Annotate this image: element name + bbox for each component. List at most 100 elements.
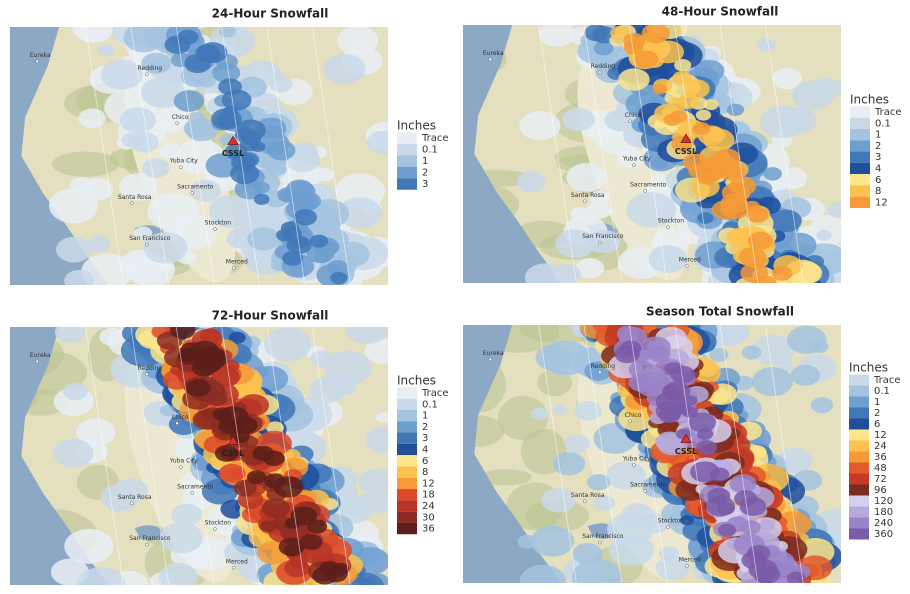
snow-blob: [651, 172, 666, 183]
legend-swatch: [849, 396, 869, 408]
legend-label: 3: [875, 152, 881, 163]
snow-blob: [751, 334, 795, 366]
city-label: Merced: [226, 258, 248, 265]
city-label: Eureka: [30, 352, 51, 359]
snow-blob: [63, 382, 88, 401]
snow-blob: [330, 271, 348, 285]
snow-blob: [140, 76, 185, 108]
legend-label: 4: [875, 164, 881, 175]
snow-blob: [218, 463, 246, 483]
snow-blob: [728, 176, 757, 196]
city-dot: [129, 501, 134, 506]
city-dot: [145, 372, 149, 377]
snow-blob: [276, 228, 294, 242]
snow-blob: [147, 193, 199, 230]
snow-blob: [747, 545, 771, 562]
legend-label: Trace: [421, 133, 449, 144]
cssl-label: CSSL: [675, 447, 697, 456]
legend-label: 1: [422, 156, 428, 167]
snow-blob: [158, 562, 199, 585]
snow-blob: [623, 32, 646, 49]
city-dot: [643, 189, 647, 193]
city-label: Merced: [679, 256, 701, 263]
city-dot: [666, 225, 670, 229]
snow-blob: [726, 103, 745, 116]
legend-swatch: [397, 455, 417, 467]
snow-blob: [753, 275, 777, 283]
legend-swatch: [850, 140, 870, 152]
legend-title: Inches: [397, 374, 436, 388]
city-dot: [145, 542, 149, 547]
snow-blob: [267, 140, 296, 161]
city-label: Yuba City: [622, 456, 651, 463]
legend-swatch: [849, 374, 869, 386]
snow-blob: [344, 327, 388, 344]
legend-label: 30: [422, 512, 435, 523]
snow-blob: [113, 478, 149, 504]
ocean: [463, 325, 562, 583]
snow-blob: [572, 558, 622, 583]
legend-swatch: [397, 522, 417, 535]
city-dot: [232, 266, 236, 270]
terrain: [497, 395, 548, 441]
cssl-marker: [227, 435, 239, 445]
legend-label: 12: [875, 197, 888, 208]
snow-blob: [80, 177, 113, 201]
snow-blob: [816, 229, 832, 241]
snow-blob: [250, 141, 266, 152]
snow-blob: [718, 162, 745, 181]
legend-swatch: [849, 528, 869, 540]
snow-blob: [323, 53, 366, 85]
terrain: [52, 151, 119, 177]
city-dot: [632, 463, 636, 467]
legend-swatch: [850, 117, 870, 129]
legend-label: 0.1: [875, 118, 891, 129]
snow-blob: [191, 359, 217, 377]
snow-blob: [738, 246, 767, 267]
snow-blob: [786, 571, 806, 583]
legend-label: 3: [422, 433, 428, 444]
snow-blob: [290, 506, 318, 526]
legend-swatch: [850, 106, 870, 118]
snow-blob: [790, 364, 821, 386]
legend-label: 0.1: [422, 399, 438, 410]
legend-label: 1: [422, 411, 428, 422]
legend-label: 120: [874, 496, 893, 507]
legend-label: 36: [874, 452, 887, 463]
legend-swatch: [397, 143, 417, 156]
snow-blob: [226, 228, 256, 249]
legend-label: 2: [422, 422, 428, 433]
ocean: [463, 25, 562, 283]
snow-blob: [541, 488, 576, 513]
snow-blob: [652, 40, 685, 64]
legend-swatch: [397, 166, 417, 179]
snow-blob: [593, 41, 614, 56]
city-label: Eureka: [483, 50, 504, 57]
snow-blob: [587, 474, 611, 491]
snow-blob: [264, 327, 312, 362]
snow-blob: [776, 166, 808, 190]
map: Eureka Redding Chico Yuba City Sacramento San…: [10, 27, 388, 285]
snow-blob: [159, 142, 182, 160]
snow-blob: [241, 506, 265, 523]
snow-blob: [552, 451, 586, 476]
road: [538, 325, 577, 583]
snow-blob: [76, 418, 116, 447]
snow-blob: [569, 207, 590, 221]
legend-label: 240: [874, 518, 893, 529]
city-label: Redding: [591, 63, 616, 70]
terrain: [480, 469, 532, 486]
legend-swatch: [850, 162, 870, 175]
legend-swatch: [397, 477, 417, 490]
snow-blob: [282, 250, 304, 266]
legend-label: 8: [422, 467, 428, 478]
legend-title: Inches: [397, 119, 436, 133]
snow-blob: [119, 173, 158, 201]
city-dot: [598, 240, 602, 245]
legend-label: 2: [875, 141, 881, 152]
city-dot: [129, 201, 134, 206]
snow-blob: [290, 142, 319, 162]
legend-swatch: [397, 489, 417, 501]
legend-swatch: [397, 398, 417, 410]
